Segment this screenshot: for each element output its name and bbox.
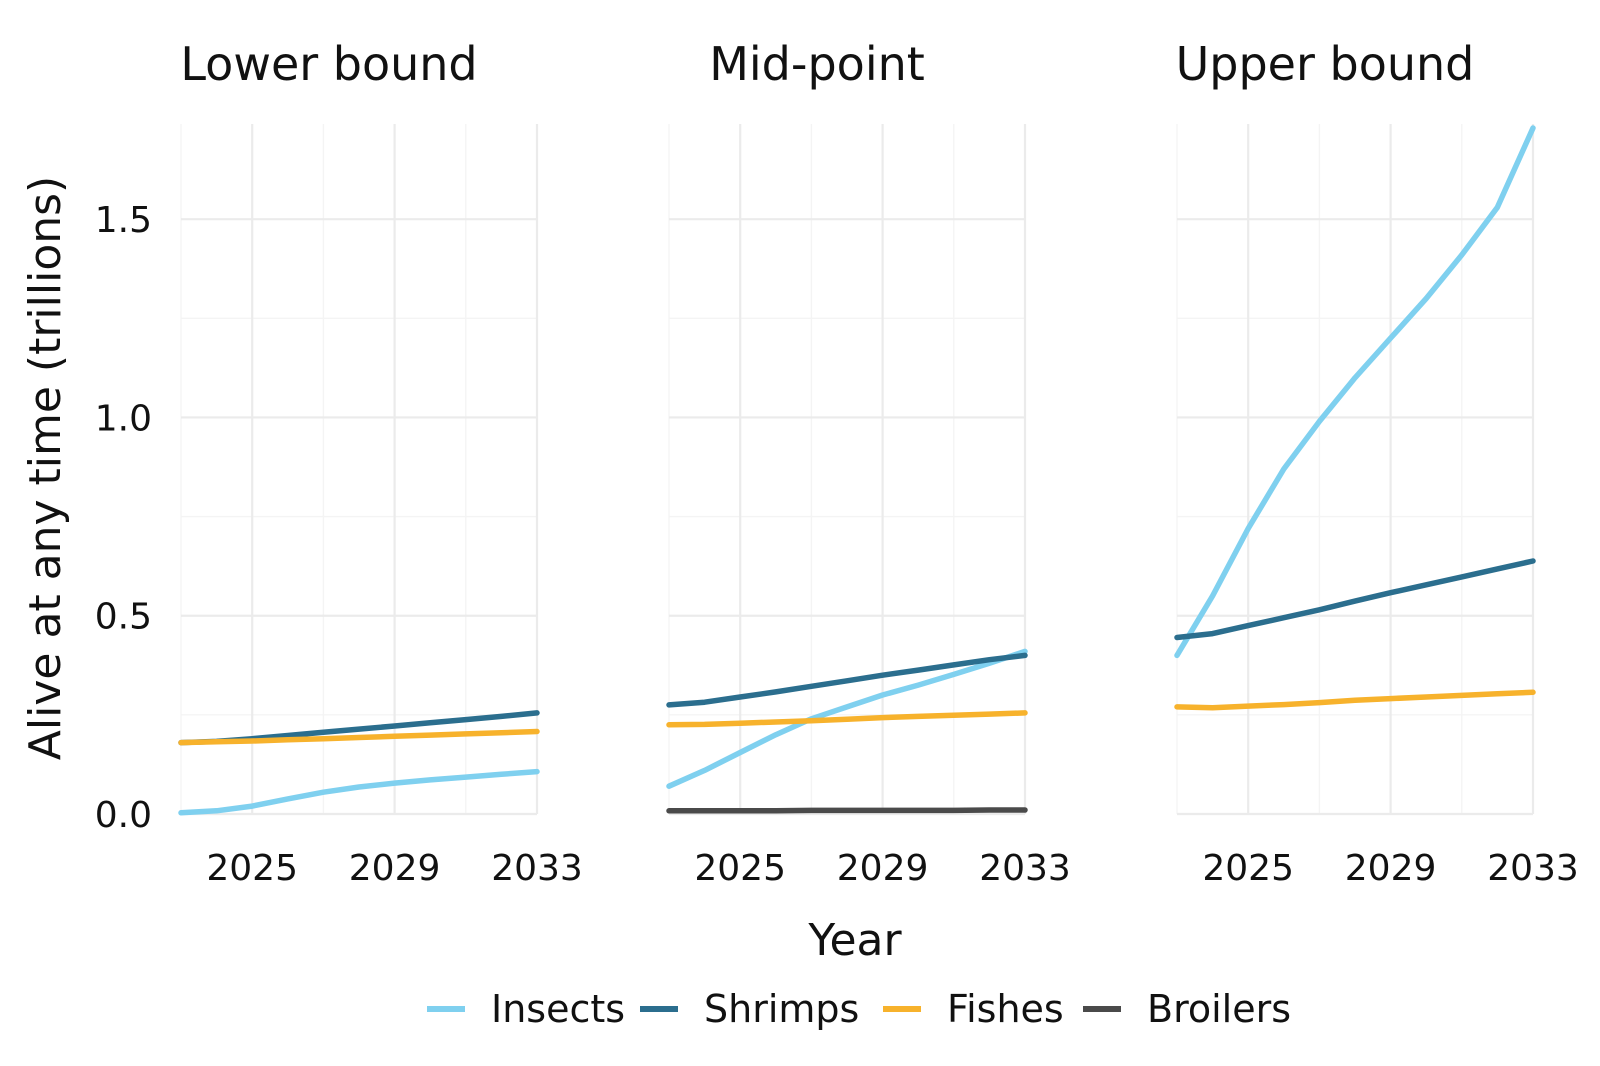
legend: Insects Shrimps Fishes Broilers bbox=[427, 987, 1291, 1031]
panel: Mid-point 2025 2029 2033 bbox=[666, 37, 1071, 889]
panel: Upper bound 2025 2029 2033 bbox=[1174, 37, 1579, 889]
legend-label: Broilers bbox=[1147, 987, 1291, 1031]
series-line-fishes bbox=[1174, 689, 1536, 711]
panel-title: Mid-point bbox=[709, 37, 925, 91]
series-line-fishes bbox=[178, 728, 540, 746]
panel: Lower bound 2025 2029 2033 bbox=[178, 37, 583, 889]
y-tick-label: 1.0 bbox=[95, 398, 152, 439]
legend-item-fishes: Fishes bbox=[883, 987, 1064, 1031]
y-axis-title: Alive at any time (trillions) bbox=[20, 176, 71, 760]
series-line-insects bbox=[666, 648, 1028, 789]
series-line-insects bbox=[178, 768, 540, 816]
legend-item-shrimps: Shrimps bbox=[640, 987, 859, 1031]
legend-label: Shrimps bbox=[704, 987, 859, 1031]
y-tick-label: 0.5 bbox=[95, 597, 152, 638]
x-tick-label: 2033 bbox=[1487, 848, 1579, 889]
legend-label: Insects bbox=[491, 987, 625, 1031]
x-tick-label: 2033 bbox=[491, 848, 583, 889]
x-tick-label: 2033 bbox=[979, 848, 1071, 889]
x-axis-title: Year bbox=[807, 915, 902, 966]
panel-title: Lower bound bbox=[180, 37, 477, 91]
series-line-shrimps bbox=[1174, 558, 1536, 641]
series-line-fishes bbox=[666, 710, 1028, 728]
legend-item-broilers: Broilers bbox=[1083, 987, 1291, 1031]
legend-item-insects: Insects bbox=[427, 987, 625, 1031]
x-tick-label: 2029 bbox=[349, 848, 441, 889]
y-tick-label: 0.0 bbox=[95, 795, 152, 836]
x-tick-label: 2025 bbox=[206, 848, 298, 889]
y-tick-label: 1.5 bbox=[95, 200, 152, 241]
series-line-shrimps bbox=[666, 652, 1028, 708]
series-line-insects bbox=[1174, 125, 1536, 659]
x-tick-label: 2029 bbox=[1345, 848, 1437, 889]
x-tick-label: 2025 bbox=[1202, 848, 1294, 889]
x-tick-label: 2025 bbox=[694, 848, 786, 889]
series-line-broilers bbox=[666, 807, 1028, 814]
legend-label: Fishes bbox=[947, 987, 1064, 1031]
x-tick-label: 2029 bbox=[837, 848, 929, 889]
panel-title: Upper bound bbox=[1176, 37, 1475, 91]
